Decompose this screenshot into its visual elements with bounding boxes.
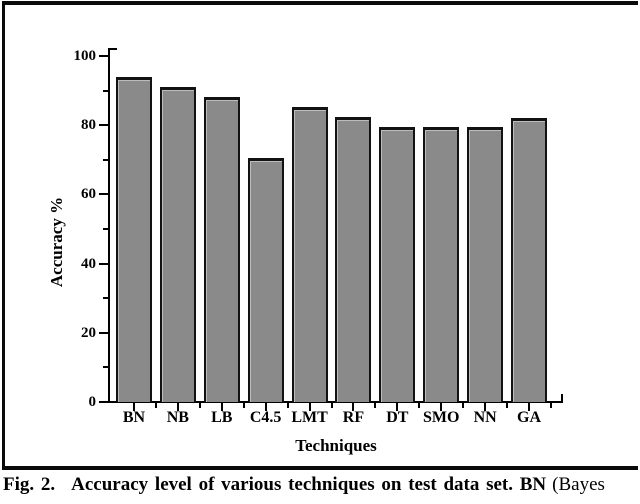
y-major-tick <box>99 262 108 265</box>
x-minor-tick <box>154 403 157 408</box>
y-minor-tick <box>103 228 108 230</box>
x-minor-tick <box>506 403 509 408</box>
figure-border-frame <box>2 1 638 470</box>
y-major-tick <box>99 401 108 403</box>
x-major-tick <box>220 403 223 411</box>
x-major-tick <box>308 403 311 411</box>
bar-nn <box>467 127 504 402</box>
bar-nb <box>159 87 196 402</box>
x-minor-tick <box>374 403 377 408</box>
y-tick-label: 100 <box>73 48 97 64</box>
x-tick-label: NN <box>473 409 497 426</box>
y-tick-label: 60 <box>81 186 96 203</box>
x-tick-label: LB <box>211 409 233 426</box>
x-axis-title: Techniques <box>295 436 377 455</box>
x-major-tick <box>132 403 135 411</box>
caption-regular-text: (Bayes <box>552 474 605 495</box>
x-axis-line <box>108 401 563 403</box>
y-tick-label: 20 <box>81 324 96 341</box>
x-tick-label: GA <box>517 409 542 426</box>
x-tick-label: RF <box>342 409 365 426</box>
x-minor-tick <box>418 403 421 408</box>
bar-lb <box>203 96 240 402</box>
bar-bn <box>115 76 152 402</box>
bar-c45 <box>247 158 284 402</box>
y-minor-tick <box>103 158 108 161</box>
x-major-tick <box>264 403 267 411</box>
y-major-tick <box>99 193 108 196</box>
bar-smo <box>423 127 460 402</box>
x-major-tick <box>176 403 179 411</box>
y-axis-line <box>108 48 110 403</box>
x-major-tick <box>528 403 531 411</box>
y-major-tick <box>99 55 108 57</box>
x-tick-label: BN <box>122 409 146 426</box>
x-minor-tick <box>330 403 333 408</box>
bar-rf <box>335 116 372 402</box>
bar-dt <box>379 127 416 402</box>
caption-figure-number: Fig. 2. <box>3 474 56 495</box>
caption-bold-text: Accuracy level of various techniques on … <box>71 474 547 495</box>
x-tick-label: NB <box>166 409 189 426</box>
x-major-tick <box>352 403 355 411</box>
bar-lmt <box>291 106 328 402</box>
x-minor-tick <box>242 403 245 408</box>
bar-chart: 0 20 40 60 80 100 BN NB LB C4.5 LMT RF DT SMO NN GA <box>73 48 563 426</box>
y-major-tick <box>99 124 108 127</box>
x-minor-tick <box>198 403 201 408</box>
y-axis-title: Accuracy % <box>47 196 66 288</box>
y-tick-label: 0 <box>88 394 97 410</box>
figure-caption: Fig. 2. Accuracy level of various techniq… <box>3 474 640 504</box>
x-tick-label: C4.5 <box>249 409 282 426</box>
y-minor-tick <box>103 366 108 369</box>
x-minor-tick <box>286 403 289 408</box>
x-minor-tick <box>462 403 465 408</box>
x-tick-label: DT <box>386 409 409 426</box>
bar-ga <box>511 117 548 402</box>
x-tick-label: SMO <box>423 409 460 426</box>
y-minor-tick <box>103 89 108 92</box>
x-axis-endcap-tick <box>561 394 563 402</box>
x-major-tick <box>396 403 399 411</box>
x-minor-tick <box>550 403 552 408</box>
x-major-tick <box>440 403 443 411</box>
x-tick-label: LMT <box>291 409 328 426</box>
y-tick-label: 40 <box>81 255 96 272</box>
y-tick-label: 80 <box>81 117 96 134</box>
y-axis-endcap-tick <box>110 48 117 50</box>
x-major-tick <box>484 403 487 411</box>
y-major-tick <box>99 331 108 334</box>
y-minor-tick <box>103 297 108 300</box>
